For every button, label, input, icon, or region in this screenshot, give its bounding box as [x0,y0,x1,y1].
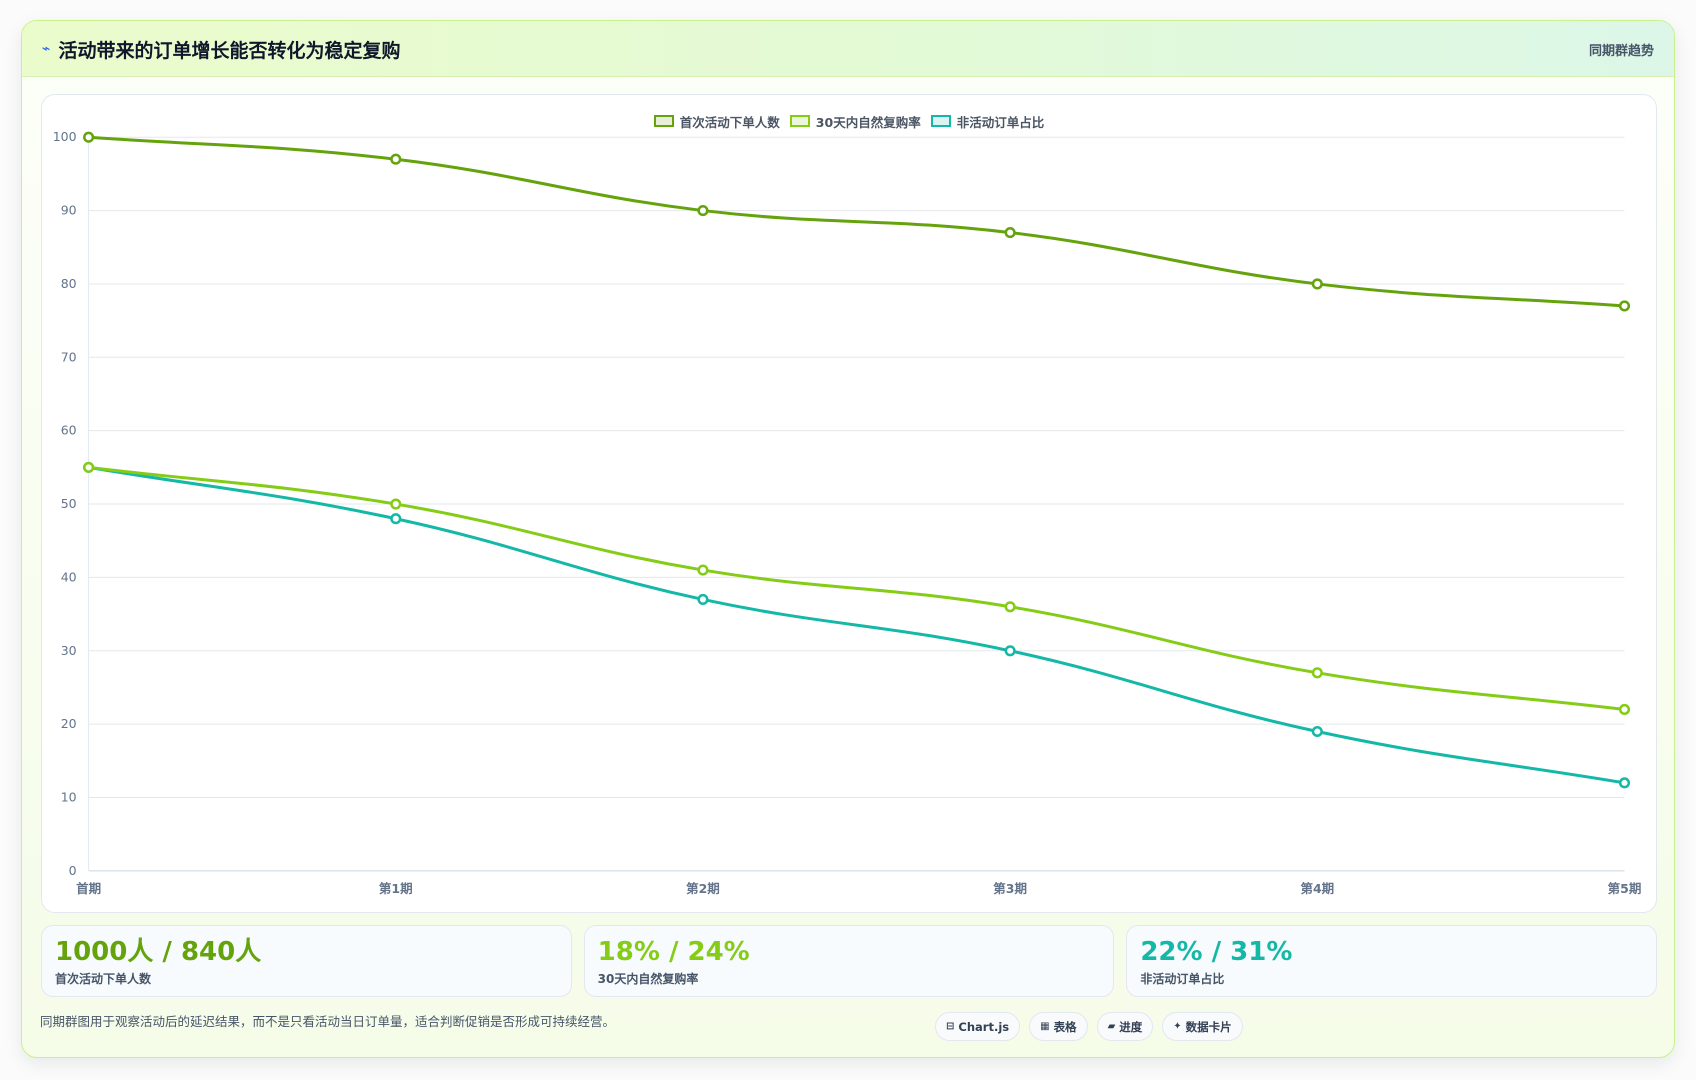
data-point [1004,227,1016,239]
legend-item-2[interactable]: 30天内自然复购率 [789,112,921,131]
legend-swatch [789,115,810,127]
chart-icon: ⊟ [946,1021,955,1032]
y-tick-label: 40 [61,569,77,584]
stat-card-first-orders: 1000人 / 840人 首次活动下单人数 [41,925,572,997]
series-line [87,465,1626,711]
card-header: ⌁ 活动带来的订单增长能否转化为稳定复购 同期群趋势 [22,21,1674,77]
legend-label: 30天内自然复购率 [815,114,921,130]
table-icon: ▦ [1040,1021,1050,1032]
stat-card-non-campaign-share: 22% / 31% 非活动订单占比 [1126,925,1658,997]
stat-label: 30天内自然复购率 [597,972,699,986]
legend-label: 非活动订单占比 [956,114,1045,130]
legend-item-3[interactable]: 非活动订单占比 [930,112,1045,131]
card-title: ⌁ 活动带来的订单增长能否转化为稳定复购 [42,21,400,77]
legend-item-1[interactable]: 首次活动下单人数 [653,112,780,131]
pulse-icon: ⌁ [42,41,51,57]
button-label: Chart.js [958,1019,1010,1034]
data-point [1618,300,1631,312]
x-tick-label: 第3期 [993,881,1027,896]
data-point [697,593,709,605]
data-point [390,498,402,510]
x-tick-label: 首期 [76,881,101,896]
stat-card-repurchase-rate: 18% / 24% 30天内自然复购率 [583,925,1115,997]
y-tick-label: 100 [53,129,77,144]
chart-type-badge: 同期群趋势 [1588,43,1654,59]
data-point [1004,601,1016,613]
y-tick-label: 60 [61,423,77,438]
cohort-trend-card: ⌁ 活动带来的订单增长能否转化为稳定复购 同期群趋势 0 10 20 30 40 50 60… [21,20,1675,1058]
chart-legend: 首次活动下单人数 30天内自然复购率 非活动订单占比 [42,111,1656,131]
y-tick-label: 20 [61,716,77,731]
table-view-button[interactable]: ▦ 表格 [1029,1012,1088,1041]
y-gridlines [88,136,1625,872]
series-line [87,135,1626,308]
y-axis-ticks: 0 10 20 30 40 50 60 70 80 90 100 [53,129,77,878]
series-line [87,465,1626,785]
x-tick-label: 第4期 [1300,881,1334,896]
data-point [83,461,95,473]
stat-value: 18% / 24% [597,937,750,967]
stat-value: 1000人 / 840人 [55,937,262,967]
series-3 [83,461,1631,789]
y-tick-label: 70 [61,349,77,364]
data-point [697,205,709,217]
progress-view-button[interactable]: ▰ 进度 [1096,1012,1154,1041]
card-icon: ✦ [1173,1021,1182,1032]
x-tick-label: 第5期 [1608,881,1642,896]
data-point [1311,725,1323,738]
data-point [1618,703,1631,716]
data-card-view-button[interactable]: ✦ 数据卡片 [1162,1012,1243,1041]
data-point [697,564,709,576]
button-label: 进度 [1119,1019,1143,1034]
x-tick-label: 第1期 [379,881,413,896]
x-tick-label: 第2期 [686,881,720,896]
y-tick-label: 50 [61,496,77,511]
legend-label: 首次活动下单人数 [679,114,780,130]
y-tick-label: 80 [61,276,77,291]
y-tick-label: 30 [61,643,77,658]
data-point [1311,667,1323,679]
legend-swatch [930,115,951,127]
chartjs-view-button[interactable]: ⊟ Chart.js [935,1012,1021,1041]
data-point [83,131,95,143]
stat-value: 22% / 31% [1140,937,1293,967]
title-text: 活动带来的订单增长能否转化为稳定复购 [58,39,401,62]
footer-note: 同期群图用于观察活动后的延迟结果，而不是只看活动当日订单量，适合判断促销是否形成… [40,1014,616,1029]
stat-cards: 1000人 / 840人 首次活动下单人数 18% / 24% 30天内自然复购… [41,925,1658,997]
stat-label: 非活动订单占比 [1140,972,1225,986]
view-switcher: ⊟ Chart.js ▦ 表格 ▰ 进度 ✦ 数据卡片 [935,1012,1243,1041]
button-label: 表格 [1053,1019,1077,1034]
y-tick-label: 0 [69,863,77,878]
data-point [1004,645,1016,657]
line-chart: 0 10 20 30 40 50 60 70 80 90 100 首期 第1期 第2期 第3期 第4期 第5期 [53,129,1642,896]
chart-panel: 0 10 20 30 40 50 60 70 80 90 100 首期 第1期 第2期 第3期 第4期 第5期 … [41,94,1657,913]
legend-swatch [653,115,674,127]
x-axis-ticks: 首期 第1期 第2期 第3期 第4期 第5期 [76,881,1641,896]
series-1 [83,131,1631,312]
y-tick-label: 10 [61,790,77,805]
progress-icon: ▰ [1107,1021,1116,1032]
data-point [1311,278,1323,290]
y-tick-label: 90 [61,203,77,218]
data-point [390,153,402,165]
data-point [390,513,402,525]
data-point [1618,777,1631,789]
series-2 [83,461,1631,716]
stat-label: 首次活动下单人数 [55,972,152,986]
button-label: 数据卡片 [1185,1019,1232,1034]
